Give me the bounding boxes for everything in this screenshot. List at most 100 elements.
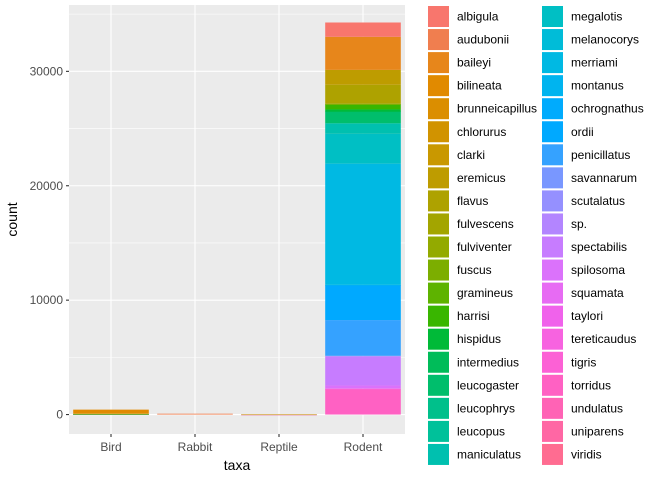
legend-label: maniculatus — [457, 447, 521, 461]
legend-key — [428, 167, 449, 189]
legend-key — [542, 75, 563, 97]
bar-segment — [325, 385, 401, 389]
bar-segment — [325, 123, 401, 134]
bar-segment — [325, 104, 401, 105]
legend: albigula audubonii baileyi bilineata brunnei… — [428, 6, 644, 465]
x-tick-label: Reptile — [260, 440, 298, 454]
legend-label: merriami — [571, 56, 618, 70]
bar-segment — [325, 284, 401, 286]
y-tick-label: 10000 — [30, 293, 64, 307]
legend-key — [428, 75, 449, 97]
legend-key — [428, 98, 449, 120]
legend-label: ochrognathus — [571, 102, 644, 116]
bar-segment — [73, 409, 149, 414]
x-tick-label: Rodent — [344, 440, 383, 454]
bar-segment — [325, 84, 401, 104]
legend-label: bilineata — [457, 79, 502, 93]
bar-segment — [241, 414, 317, 416]
legend-label: hispidus — [457, 332, 501, 346]
bar-segment — [325, 103, 401, 104]
bar-segment — [73, 413, 149, 415]
legend-label: scutalatus — [571, 194, 625, 208]
legend-label: eremicus — [457, 171, 506, 185]
legend-key — [542, 29, 563, 51]
bar-segment — [325, 69, 401, 85]
legend-key — [428, 213, 449, 235]
legend-label: montanus — [571, 79, 624, 93]
bar-segment — [325, 109, 401, 112]
legend-key — [428, 52, 449, 74]
legend-key — [542, 443, 563, 465]
legend-key — [428, 190, 449, 212]
x-tick-label: Bird — [100, 440, 121, 454]
legend-key — [428, 144, 449, 166]
legend-label: undulatus — [571, 401, 623, 415]
bar-segment — [325, 111, 401, 113]
legend-key — [542, 236, 563, 258]
legend-label: ordii — [571, 125, 594, 139]
bar-segment — [325, 133, 401, 164]
legend-key — [428, 29, 449, 51]
legend-key — [542, 98, 563, 120]
legend-key — [542, 52, 563, 74]
legend-label: leucopus — [457, 424, 505, 438]
legend-key — [542, 374, 563, 396]
y-tick-label: 20000 — [30, 179, 64, 193]
legend-label: gramineus — [457, 286, 513, 300]
legend-label: leucophrys — [457, 401, 515, 415]
legend-label: melanocorys — [571, 33, 639, 47]
legend-key — [542, 121, 563, 143]
x-tick-label: Rabbit — [178, 440, 213, 454]
legend-key — [428, 6, 449, 27]
axes: 0 10000 20000 30000 Bird Rabbit Reptile Rodent — [30, 64, 383, 454]
legend-key — [542, 305, 563, 327]
legend-label: chlorurus — [457, 125, 506, 139]
legend-label: harrisi — [457, 309, 490, 323]
bar-segment — [73, 413, 149, 414]
bar-segment — [325, 22, 401, 37]
bars — [73, 22, 401, 416]
legend-key — [428, 328, 449, 350]
legend-key — [542, 167, 563, 189]
legend-label: baileyi — [457, 56, 491, 70]
legend-label: brunneicapillus — [457, 102, 537, 116]
bar-segment — [325, 104, 401, 110]
legend-label: taylori — [571, 309, 603, 323]
legend-key — [542, 351, 563, 373]
legend-key — [542, 144, 563, 166]
legend-key — [542, 259, 563, 281]
bar-segment — [325, 356, 401, 386]
legend-label: leucogaster — [457, 378, 519, 392]
legend-label: viridis — [571, 447, 602, 461]
legend-label: fulviventer — [457, 240, 512, 254]
legend-key — [542, 6, 563, 27]
legend-label: intermedius — [457, 355, 519, 369]
legend-key — [428, 236, 449, 258]
legend-key — [428, 305, 449, 327]
legend-key — [542, 190, 563, 212]
bar-segment — [325, 123, 401, 124]
legend-label: savannarum — [571, 171, 637, 185]
y-tick-label: 30000 — [30, 64, 64, 78]
bar-segment — [325, 388, 401, 390]
bar-segment — [325, 103, 401, 105]
legend-key — [428, 420, 449, 442]
legend-key — [542, 420, 563, 442]
bar-segment — [73, 414, 149, 415]
legend-key — [542, 397, 563, 419]
legend-key — [428, 443, 449, 465]
legend-label: squamata — [571, 286, 624, 300]
bar-segment — [325, 36, 401, 70]
legend-label: flavus — [457, 194, 488, 208]
bar-segment — [325, 285, 401, 321]
bar-segment — [325, 388, 401, 415]
x-axis-title: taxa — [224, 457, 251, 473]
legend-label: fulvescens — [457, 217, 514, 231]
legend-key — [428, 374, 449, 396]
bar-segment — [325, 111, 401, 124]
legend-label: sp. — [571, 217, 587, 231]
legend-label: tereticaudus — [571, 332, 636, 346]
bar-segment — [325, 355, 401, 357]
legend-label: megalotis — [571, 10, 622, 24]
